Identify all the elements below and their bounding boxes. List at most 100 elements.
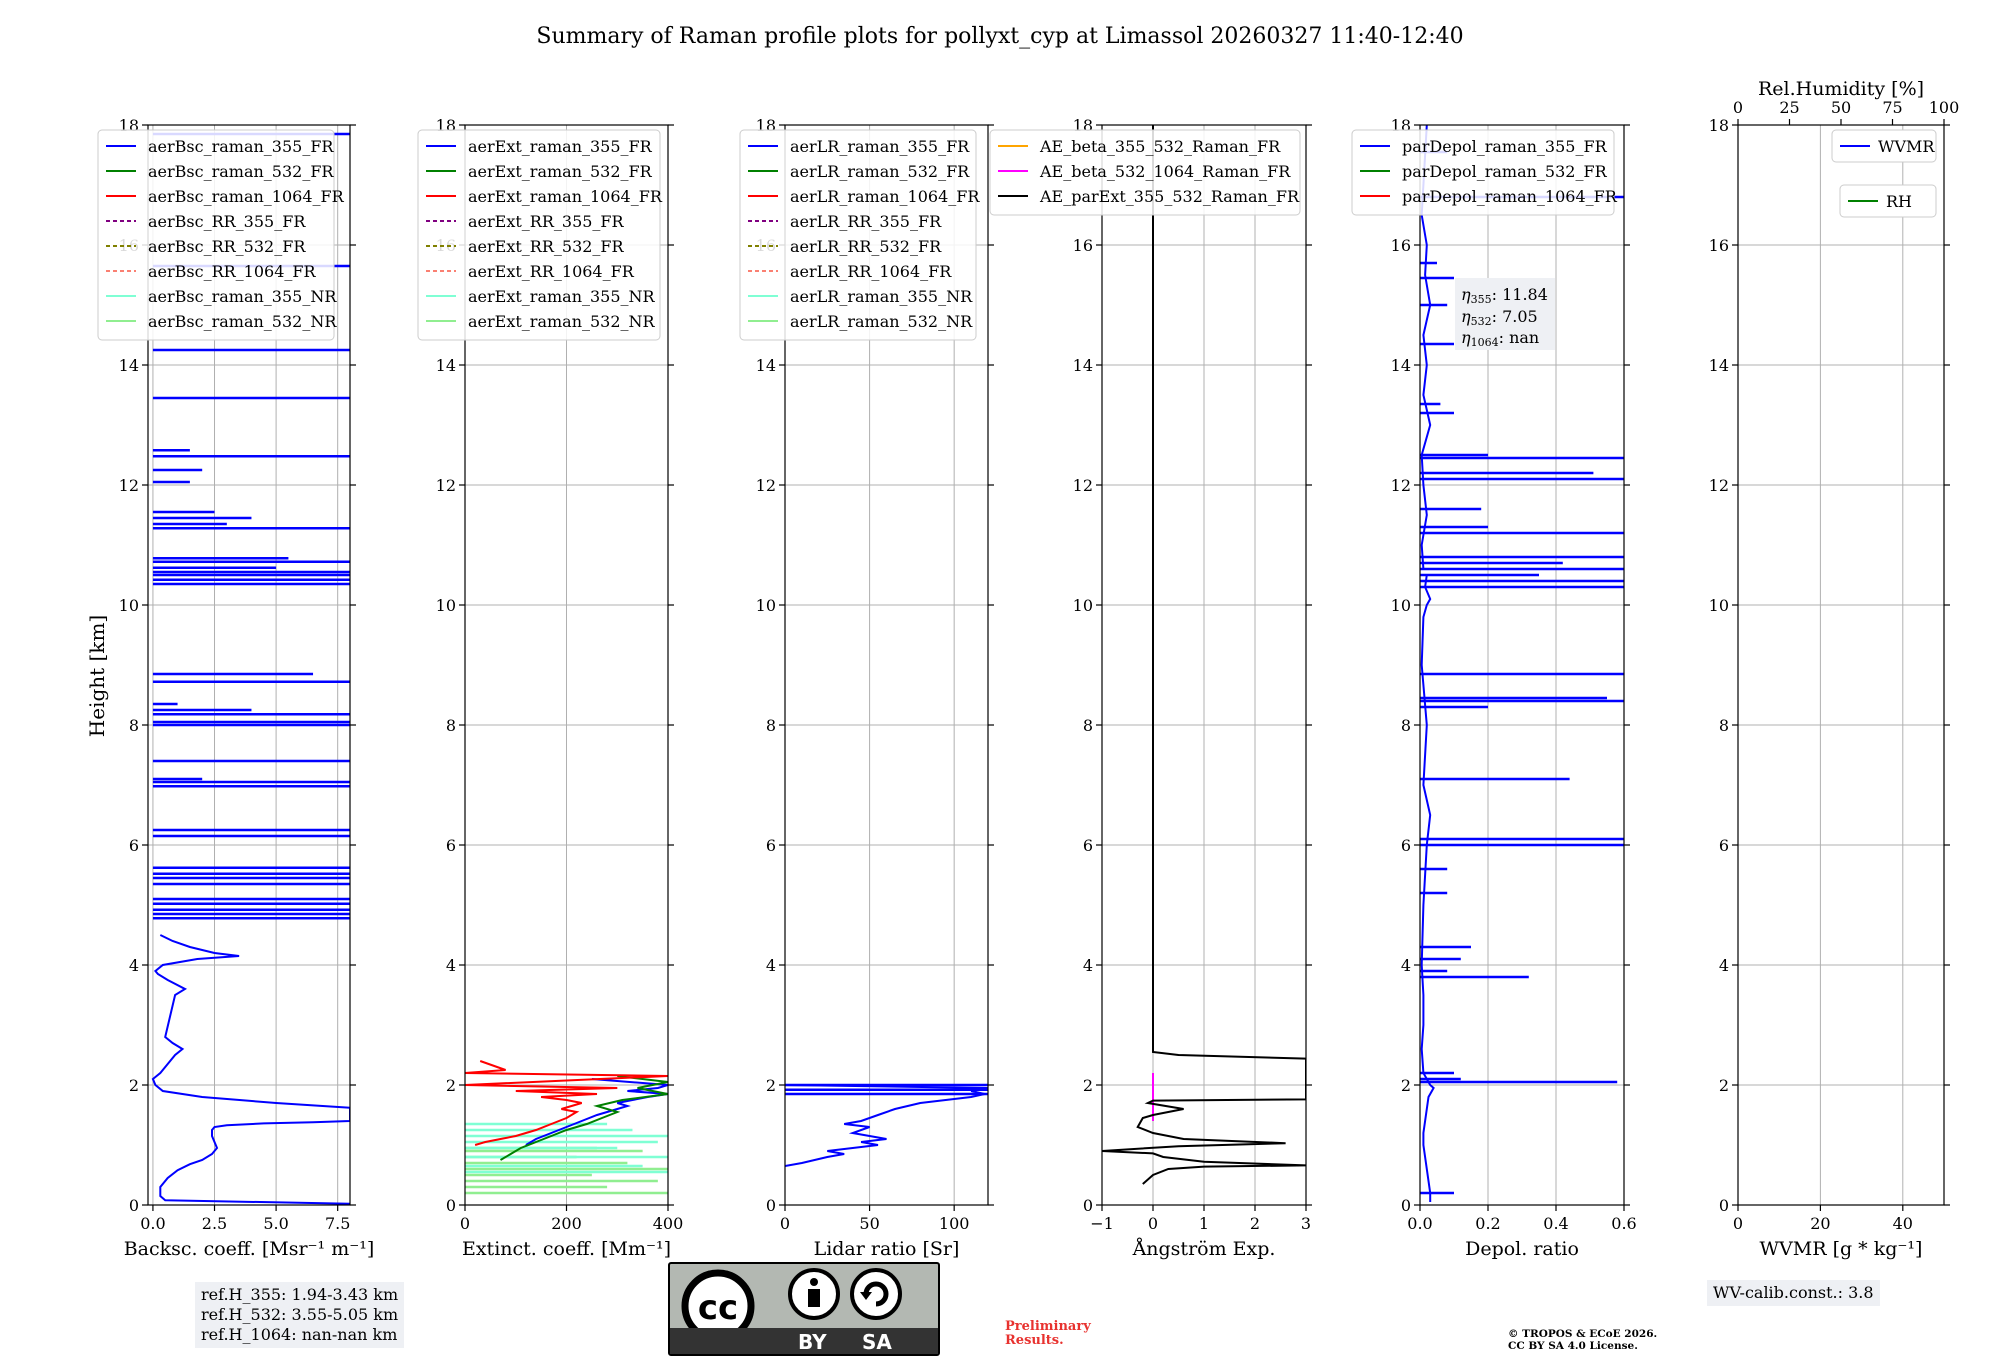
series-line-extinction-2 xyxy=(525,1078,668,1146)
legend-lidar_ratio: aerLR_raman_355_FR aerLR_raman_532_FR aerL… xyxy=(739,129,980,341)
series-line-depolarization-1 xyxy=(1420,125,1432,570)
ref-height-532: ref.H_532: 3.55-5.05 km xyxy=(201,1305,399,1324)
y-tick-label: 8 xyxy=(766,716,776,735)
annotation-box xyxy=(1455,278,1555,350)
y-tick-label: 2 xyxy=(1083,1076,1093,1095)
panel-extinction: 0246810121416180200400Extinct. coeff. [M… xyxy=(417,116,684,1260)
legend-label: aerExt_raman_532_NR xyxy=(468,312,656,331)
legend-label: aerLR_raman_355_FR xyxy=(790,137,970,156)
legend-label: aerBsc_raman_355_NR xyxy=(148,287,337,306)
y-tick-label: 10 xyxy=(1391,596,1411,615)
legend-label: aerExt_RR_532_FR xyxy=(468,237,625,256)
sa-share-icon xyxy=(850,1268,902,1320)
y-tick-label: 2 xyxy=(446,1076,456,1095)
x-tick-label: 0 xyxy=(1733,1214,1743,1233)
top-tick-label: 25 xyxy=(1779,98,1799,117)
y-tick-label: 12 xyxy=(1073,476,1093,495)
y-tick-label: 2 xyxy=(766,1076,776,1095)
y-tick-label: 4 xyxy=(1719,956,1729,975)
y-tick-label: 14 xyxy=(1709,356,1729,375)
axes-frame xyxy=(1737,124,1945,1206)
cc-license-badge: cc BY SA xyxy=(668,1262,940,1356)
x-tick-label: 0.6 xyxy=(1611,1214,1636,1233)
y-tick-label: 6 xyxy=(1083,836,1093,855)
y-tick-label: 8 xyxy=(1083,716,1093,735)
reference-heights-box: ref.H_355: 1.94-3.43 km ref.H_532: 3.55-… xyxy=(195,1282,405,1348)
y-tick-label: 14 xyxy=(436,356,456,375)
y-tick-label: 8 xyxy=(1401,716,1411,735)
y-tick-label: 12 xyxy=(1391,476,1411,495)
x-tick-label: 50 xyxy=(859,1214,879,1233)
legend-box xyxy=(1839,184,1937,218)
legend-box xyxy=(417,129,661,341)
y-tick-label: 0 xyxy=(1401,1196,1411,1215)
top-tick-label: 75 xyxy=(1882,98,1902,117)
x-axis-label: Lidar ratio [Sr] xyxy=(814,1238,960,1260)
legend-backscatter: aerBsc_raman_355_FR aerBsc_raman_532_FRae… xyxy=(97,129,345,341)
axes-frame xyxy=(1419,124,1625,1206)
legend-label: aerBsc_RR_532_FR xyxy=(148,237,306,256)
top-tick-label: 0 xyxy=(1733,98,1743,117)
top-tick-label: 50 xyxy=(1831,98,1851,117)
ref-height-355: ref.H_355: 1.94-3.43 km xyxy=(201,1285,399,1304)
x-tick-label: 20 xyxy=(1810,1214,1830,1233)
y-tick-label: 16 xyxy=(1709,236,1729,255)
x-tick-label: 100 xyxy=(939,1214,970,1233)
y-tick-label: 14 xyxy=(119,356,139,375)
legend-rh: RH xyxy=(1839,184,1937,218)
x-tick-label: 0 xyxy=(780,1214,790,1233)
legend-label: parDepol_raman_532_FR xyxy=(1402,162,1608,181)
legend-label: aerBsc_RR_355_FR xyxy=(148,212,306,231)
x-tick-label: 40 xyxy=(1893,1214,1913,1233)
axes-frame xyxy=(147,124,351,1206)
legend-label: aerBsc_raman_1064_FR xyxy=(148,187,345,206)
legend-box xyxy=(97,129,335,341)
legend-extinction: aerExt_raman_355_FR aerExt_raman_532_FRae… xyxy=(417,129,663,341)
series-group xyxy=(151,132,350,1205)
y-tick-label: 12 xyxy=(1709,476,1729,495)
y-axis-label: Height [km] xyxy=(85,615,109,737)
y-tick-label: 0 xyxy=(446,1196,456,1215)
x-tick-label: 7.5 xyxy=(325,1214,350,1233)
axes-frame xyxy=(784,124,989,1206)
x-axis-label: Ångström Exp. xyxy=(1132,1238,1276,1260)
y-tick-label: 6 xyxy=(1401,836,1411,855)
figure-title: Summary of Raman profile plots for polly… xyxy=(536,24,1463,49)
x-tick-label: 3 xyxy=(1301,1214,1311,1233)
x-tick-label: 400 xyxy=(653,1214,684,1233)
wv-calibration-text: WV-calib.const.: 3.8 xyxy=(1713,1283,1874,1302)
preliminary-line-2: Results. xyxy=(1005,1333,1064,1348)
y-tick-label: 12 xyxy=(119,476,139,495)
y-tick-label: 14 xyxy=(1073,356,1093,375)
legend-label: aerBsc_RR_1064_FR xyxy=(148,262,317,281)
series-line-angstrom-1 xyxy=(1102,125,1306,1185)
y-tick-label: 12 xyxy=(436,476,456,495)
wv-calibration-box: WV-calib.const.: 3.8 xyxy=(1707,1280,1880,1306)
legend-label: aerLR_RR_355_FR xyxy=(790,212,942,231)
y-tick-label: 14 xyxy=(756,356,776,375)
legend-label: parDepol_raman_355_FR xyxy=(1402,137,1608,156)
y-tick-label: 10 xyxy=(436,596,456,615)
legend-label: aerExt_raman_355_NR xyxy=(468,287,656,306)
legend-label: aerBsc_raman_355_FR xyxy=(148,137,334,156)
legend-label: aerExt_RR_355_FR xyxy=(468,212,625,231)
y-tick-label: 2 xyxy=(1719,1076,1729,1095)
x-axis-label: Extinct. coeff. [Mm⁻¹] xyxy=(462,1238,671,1260)
y-tick-label: 12 xyxy=(756,476,776,495)
legend-label: RH xyxy=(1886,192,1912,211)
x-tick-label: −1 xyxy=(1090,1214,1114,1233)
cc-badge-bottom: BY SA xyxy=(670,1328,938,1354)
x-tick-label: 2 xyxy=(1250,1214,1260,1233)
legend-label: aerBsc_raman_532_FR xyxy=(148,162,334,181)
y-tick-label: 14 xyxy=(1391,356,1411,375)
x-tick-label: 0.0 xyxy=(140,1214,165,1233)
eta-row-532: η532: 7.05 xyxy=(1461,307,1538,328)
y-tick-label: 10 xyxy=(756,596,776,615)
cc-circle-icon xyxy=(681,1269,755,1328)
y-tick-label: 0 xyxy=(766,1196,776,1215)
